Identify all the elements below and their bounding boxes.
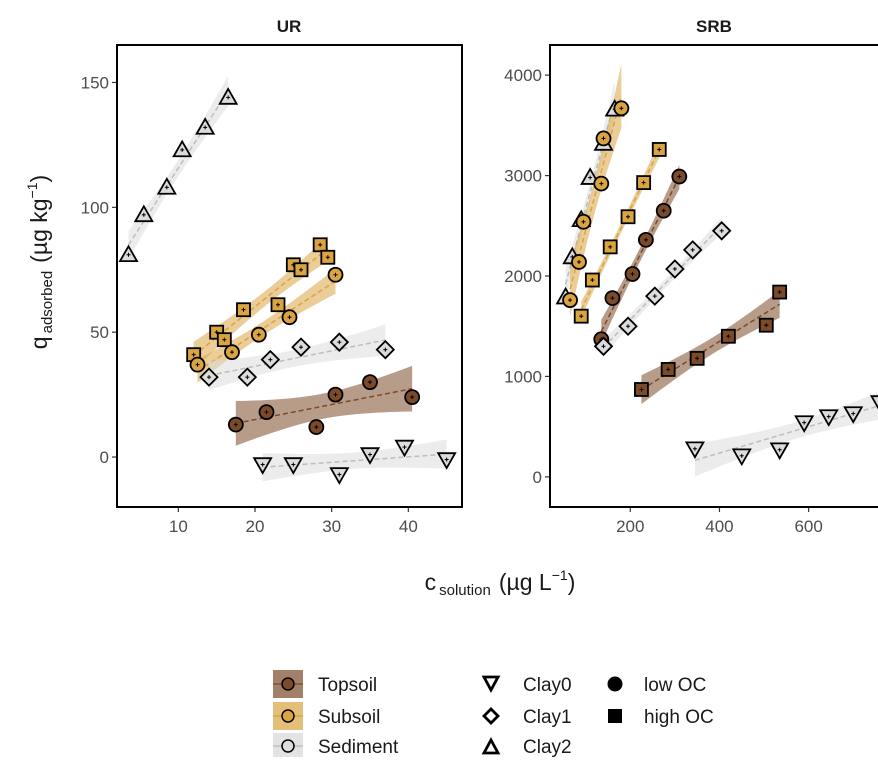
ur-ytick-label-3: 150 <box>81 73 109 92</box>
legend-label-subsoil: Subsoil <box>318 707 380 728</box>
ur-xtick-label-3: 40 <box>399 517 418 536</box>
ur-xtick-label-1: 20 <box>246 517 265 536</box>
panel-title-ur: UR <box>277 17 302 36</box>
panel-srb: 0 1000 2000 3000 4000 200 400 600 <box>504 64 878 536</box>
legend-label-sediment: Sediment <box>318 737 399 757</box>
srb-ribbon-6 <box>695 392 878 477</box>
ur-xtick-label-2: 30 <box>322 517 341 536</box>
srb-ytick-label-1: 1000 <box>504 367 542 386</box>
srb-fit-line-5 <box>641 304 779 389</box>
high-oc-symbol <box>608 709 622 723</box>
panel-title-srb: SRB <box>696 17 732 36</box>
ur-ytick-label-1: 50 <box>90 323 109 342</box>
legend-clay: Clay0 Clay1 Clay2 <box>484 675 572 757</box>
srb-xtick-label-0: 200 <box>616 517 644 536</box>
srb-ytick-label-2: 2000 <box>504 267 542 286</box>
low-oc-symbol <box>608 677 623 692</box>
legend-label-clay2: Clay2 <box>523 737 572 757</box>
legend-key-topsoil-point <box>282 678 294 690</box>
legend-key-sediment-point <box>282 740 294 752</box>
srb-ytick-label-3: 3000 <box>504 167 542 186</box>
clay1-symbol <box>484 709 498 723</box>
legend-key-subsoil-point <box>282 710 294 722</box>
ur-xtick-label-0: 10 <box>169 517 188 536</box>
legend-material: Topsoil Subsoil Sediment <box>273 670 399 757</box>
clay0-symbol <box>484 677 498 690</box>
legend-label-high-oc: high OC <box>644 707 714 728</box>
y-axis-title: qadsorbed(µg kg−1) <box>24 175 56 349</box>
legend-label-low-oc: low OC <box>644 675 706 696</box>
legend-label-clay0: Clay0 <box>523 675 572 696</box>
panel-ur: 0 50 100 150 10 20 30 40 <box>81 73 456 536</box>
srb-xtick-label-1: 400 <box>705 517 733 536</box>
srb-plot-area <box>557 64 878 476</box>
legend-label-topsoil: Topsoil <box>318 675 377 696</box>
ur-ytick-label-0: 0 <box>100 448 109 467</box>
legend-label-clay1: Clay1 <box>523 707 572 728</box>
clay2-symbol <box>484 740 498 753</box>
legend: Topsoil Subsoil Sediment Clay0 Clay1 Cla… <box>273 670 714 757</box>
ur-ytick-label-2: 100 <box>81 198 109 217</box>
legend-oc: low OC high OC <box>608 675 714 728</box>
srb-xtick-label-2: 600 <box>794 517 822 536</box>
ur-plot-area <box>120 76 455 483</box>
srb-ytick-label-4: 4000 <box>504 66 542 85</box>
srb-ytick-label-0: 0 <box>533 468 542 487</box>
